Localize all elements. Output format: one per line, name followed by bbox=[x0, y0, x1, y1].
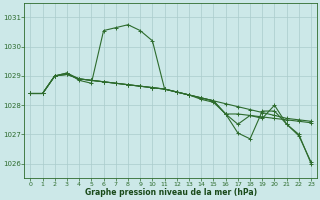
X-axis label: Graphe pression niveau de la mer (hPa): Graphe pression niveau de la mer (hPa) bbox=[85, 188, 257, 197]
